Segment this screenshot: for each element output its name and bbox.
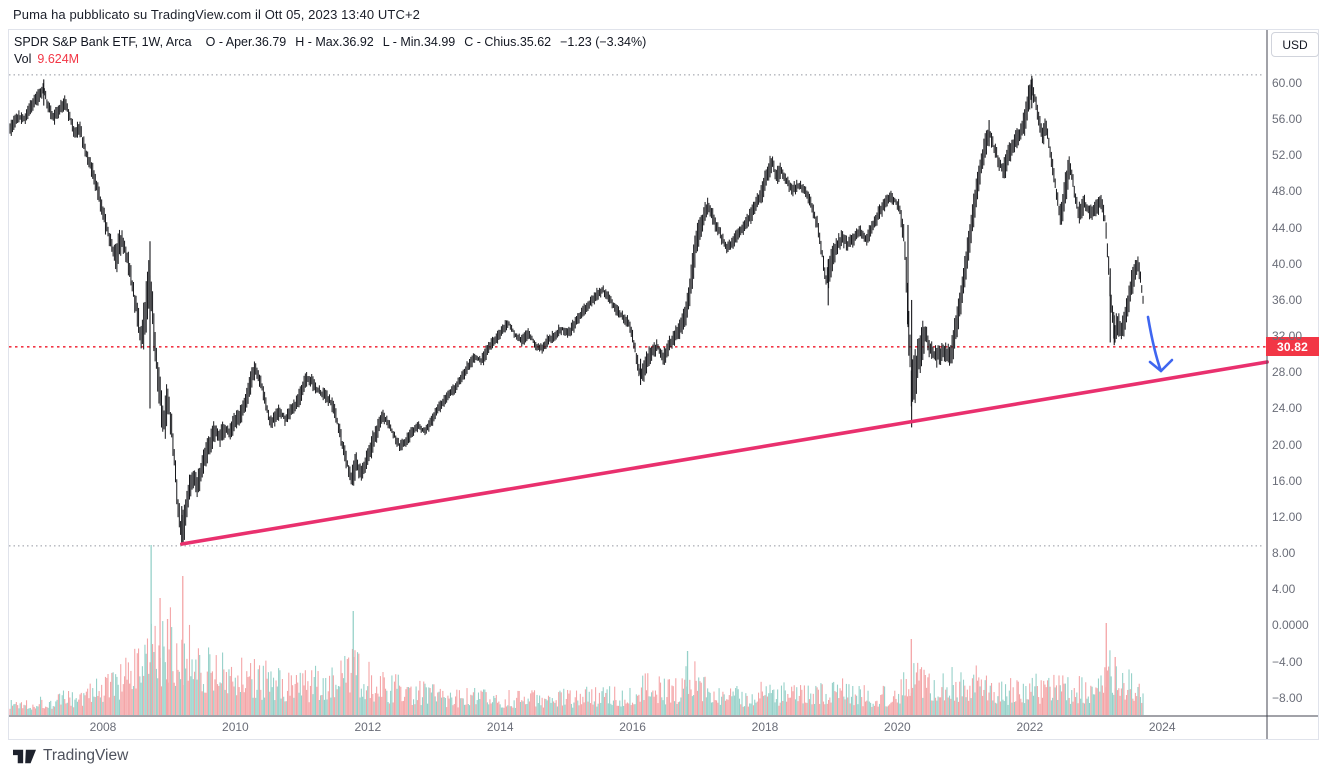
price-axis-label: 48.00 <box>1272 184 1303 199</box>
legend-close: C - Chius.35.62 <box>464 35 552 49</box>
volume-legend: Vol 9.624M <box>14 52 79 66</box>
drawn-arrow[interactable] <box>1146 315 1174 373</box>
tradingview-logo-link[interactable]: TradingView <box>13 747 128 765</box>
price-axis-label: 4.00 <box>1272 582 1296 597</box>
price-axis-label: 40.00 <box>1272 256 1303 271</box>
time-axis-label: 2024 <box>1148 720 1176 734</box>
legend-symbol-title[interactable]: SPDR S&P Bank ETF, 1W, Arca <box>14 35 192 49</box>
price-axis-label: 56.00 <box>1272 112 1303 127</box>
price-axis-label: −8.00 <box>1272 690 1303 705</box>
time-axis-label: 2012 <box>354 720 382 734</box>
price-axis-label: 44.00 <box>1272 220 1303 235</box>
price-series <box>9 75 1144 546</box>
price-axis-label: 16.00 <box>1272 473 1303 488</box>
axis-lines <box>9 30 1318 739</box>
price-axis-label: 12.00 <box>1272 509 1303 524</box>
volume-label: Vol <box>14 52 32 66</box>
price-axis-label: 20.00 <box>1272 437 1303 452</box>
price-axis-label: −4.00 <box>1272 654 1303 669</box>
time-axis-label: 2014 <box>486 720 514 734</box>
price-axis-label: 52.00 <box>1272 148 1303 163</box>
time-axis-label: 2018 <box>751 720 779 734</box>
price-axis-label: 0.0000 <box>1272 618 1309 633</box>
time-axis-label: 2010 <box>222 720 249 734</box>
price-axis-label: 60.00 <box>1272 76 1303 90</box>
last-price-badge: 30.82 <box>1266 337 1319 356</box>
price-axis-label: 32.00 <box>1272 329 1303 344</box>
tradingview-mark-icon <box>13 749 36 763</box>
legend-high: H - Max.36.92 <box>295 35 374 49</box>
support-trendline[interactable] <box>180 360 1269 546</box>
price-axis-label: 28.00 <box>1272 365 1303 380</box>
volume-series <box>9 545 1144 715</box>
price-axis-label: 8.00 <box>1272 546 1296 561</box>
price-axis-label: 24.00 <box>1272 401 1303 416</box>
price-axis-label: 36.00 <box>1272 292 1303 307</box>
time-axis-label: 2022 <box>1016 720 1044 734</box>
time-axis-label: 2008 <box>89 720 117 734</box>
volume-value: 9.624M <box>37 52 80 66</box>
publish-caption: Puma ha pubblicato su TradingView.com il… <box>13 7 420 22</box>
time-axis-label: 2020 <box>884 720 911 734</box>
legend-low: L - Min.34.99 <box>382 35 456 49</box>
legend-change: −1.23 (−3.34%) <box>560 35 647 49</box>
reference-lines <box>9 74 1267 547</box>
time-axis-label: 2016 <box>619 720 646 734</box>
legend: SPDR S&P Bank ETF, 1W, Arca O - Aper.36.… <box>14 35 646 49</box>
currency-button[interactable]: USD <box>1271 32 1319 57</box>
legend-open: O - Aper.36.79 <box>205 35 287 49</box>
tradingview-brand-text: TradingView <box>43 747 129 764</box>
